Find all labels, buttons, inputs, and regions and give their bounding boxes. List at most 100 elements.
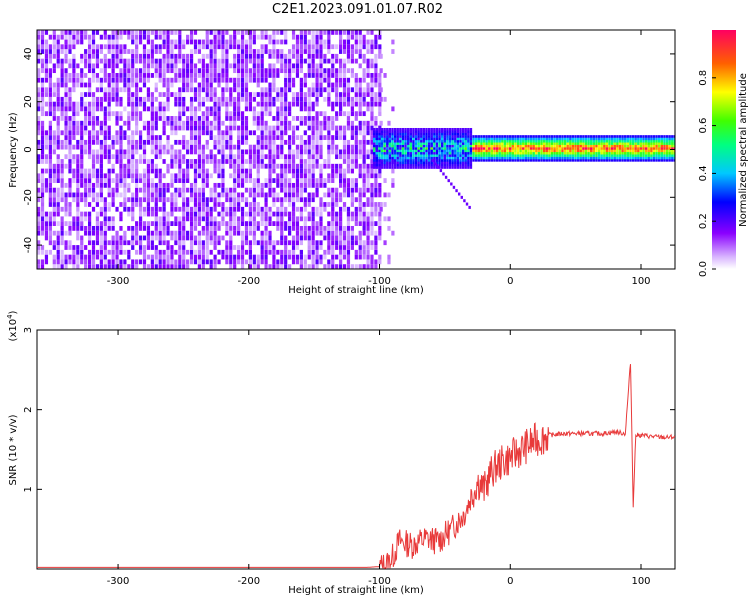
heatmap-cell (99, 211, 103, 217)
heatmap-cell (370, 111, 374, 117)
heatmap-cell (150, 163, 154, 169)
heatmap-cell (315, 249, 319, 255)
heatmap-cell (603, 137, 606, 141)
heatmap-cell (315, 178, 319, 183)
heatmap-cell (366, 245, 370, 250)
heatmap-cell (524, 147, 528, 150)
heatmap-cell (84, 49, 88, 54)
heatmap-cell (346, 82, 351, 88)
heatmap-cell (545, 149, 548, 153)
heatmap-cell (522, 137, 525, 141)
heatmap-cell (240, 149, 245, 155)
heatmap-cell (425, 166, 428, 169)
heatmap-cell (68, 101, 72, 107)
heatmap-cell (366, 49, 370, 54)
heatmap-cell (221, 216, 225, 222)
heatmap-cell (319, 111, 323, 117)
heatmap-cell (493, 144, 496, 148)
heatmap-cell (335, 197, 339, 203)
heatmap-cell (380, 132, 384, 136)
heatmap-cell (76, 77, 80, 83)
heatmap-cell (135, 202, 139, 207)
heatmap-cell (60, 49, 64, 54)
heatmap-cell (303, 230, 307, 236)
heatmap-cell (579, 154, 582, 157)
heatmap-cell (346, 249, 351, 255)
heatmap-cell (370, 154, 374, 160)
heatmap-cell (315, 63, 319, 69)
heatmap-cell (154, 192, 158, 198)
heatmap-cell (56, 197, 60, 203)
heatmap-cell (327, 116, 331, 121)
heatmap-cell (378, 254, 382, 260)
heatmap-cell (174, 58, 178, 64)
heatmap-cell (154, 149, 158, 155)
heatmap-cell (642, 154, 645, 157)
heatmap-cell (339, 92, 343, 97)
heatmap-cell (295, 197, 300, 203)
heatmap-cell (493, 147, 496, 150)
heatmap-cell (295, 63, 300, 69)
heatmap-cell (248, 44, 252, 50)
heatmap-cell (342, 82, 347, 88)
heatmap-cell (307, 216, 311, 222)
heatmap-cell (440, 159, 444, 162)
heatmap-cell (162, 230, 166, 236)
heatmap-cell (295, 135, 300, 140)
heatmap-cell (556, 154, 559, 157)
heatmap-cell (430, 149, 433, 153)
heatmap-cell (346, 44, 351, 50)
heatmap-cell (350, 245, 354, 250)
heatmap-cell (438, 147, 441, 150)
heatmap-cell (331, 139, 335, 145)
heatmap-cell (84, 264, 88, 269)
heatmap-cell (205, 254, 209, 260)
heatmap-cell (396, 161, 399, 165)
heatmap-cell (111, 240, 115, 246)
heatmap-cell (366, 39, 370, 45)
heatmap-cell (80, 68, 84, 74)
heatmap-cell (248, 192, 252, 198)
heatmap-cell (335, 111, 339, 117)
heatmap-cell (229, 144, 233, 150)
heatmap-cell (182, 120, 186, 126)
heatmap-cell (162, 77, 166, 83)
heatmap-cell (448, 137, 452, 141)
heatmap-cell (673, 144, 675, 148)
heatmap-cell (311, 87, 315, 93)
heatmap-cell (260, 211, 264, 217)
heatmap-cell (84, 82, 88, 88)
heatmap-cell (60, 73, 64, 78)
heatmap-cell (99, 168, 103, 174)
heatmap-cell (256, 264, 260, 269)
heatmap-cell (383, 159, 386, 162)
heatmap-cell (248, 92, 252, 97)
heatmap-cell (401, 139, 405, 143)
heatmap-cell (280, 211, 284, 217)
heatmap-cell (358, 53, 362, 59)
heatmap-cell (72, 39, 76, 45)
heatmap-cell (123, 192, 127, 198)
heatmap-cell (331, 197, 335, 203)
heatmap-cell (44, 254, 49, 260)
heatmap-cell (162, 144, 166, 150)
heatmap-cell (535, 149, 538, 153)
heatmap-cell (370, 63, 374, 69)
heatmap-cell (660, 151, 664, 155)
heatmap-cell (529, 142, 533, 145)
heatmap-cell (409, 159, 413, 162)
heatmap-cell (540, 144, 543, 148)
heatmap-cell (162, 264, 166, 269)
heatmap-cell (299, 120, 303, 126)
heatmap-cell (331, 135, 335, 140)
heatmap-cell (327, 139, 331, 145)
heatmap-cell (339, 39, 343, 45)
heatmap-cell (276, 58, 280, 64)
heatmap-cell (272, 144, 276, 150)
heatmap-cell (446, 154, 449, 157)
heatmap-cell (671, 139, 674, 143)
heatmap-cell (435, 130, 439, 133)
heatmap-cell (655, 149, 658, 153)
heatmap-cell (193, 249, 198, 255)
heatmap-cell (197, 254, 202, 260)
